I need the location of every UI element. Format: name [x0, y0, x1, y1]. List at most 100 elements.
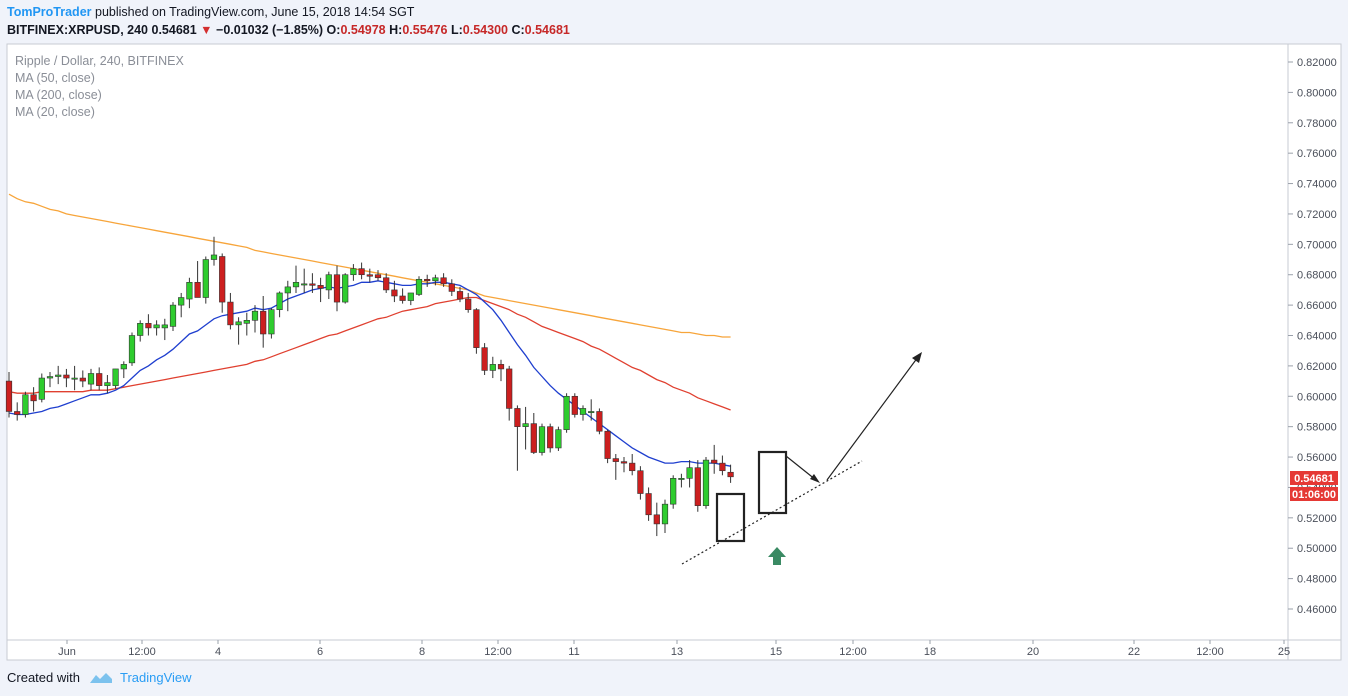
pullback-arrow-line[interactable] [785, 455, 817, 481]
candle [301, 268, 308, 293]
candle-body-down [79, 377, 86, 382]
candle [227, 292, 234, 330]
candle [309, 273, 316, 293]
countdown-label: 01:06:00 [1292, 489, 1336, 501]
candle [137, 320, 144, 342]
created-with-text: Created with [7, 670, 80, 685]
candle-body-up [415, 278, 423, 295]
candle [440, 273, 447, 287]
candle [153, 320, 160, 336]
candle-body-up [169, 304, 177, 327]
candle-body-up [284, 286, 291, 294]
close-value: 0.54681 [524, 23, 570, 37]
candle-body-up [243, 320, 250, 324]
time-tick-label: 15 [770, 646, 782, 658]
high-label: H: [389, 23, 403, 37]
candle [399, 288, 406, 304]
close-label: C: [511, 23, 525, 37]
candle [678, 473, 685, 488]
legend-ma50[interactable]: MA (50, close) [15, 71, 95, 85]
candle-body-up [55, 374, 62, 377]
last-price-label-bg [1290, 471, 1338, 485]
up-arrow-icon[interactable] [768, 547, 786, 565]
candle-body-down [424, 278, 431, 282]
candle [596, 408, 603, 435]
candle [629, 454, 636, 476]
candle [514, 405, 521, 471]
candle-body-up [22, 394, 29, 415]
support-trendline[interactable] [681, 460, 863, 565]
candle [473, 308, 480, 354]
candle [465, 292, 472, 313]
low-label: L: [450, 23, 463, 37]
high-value: 0.55476 [402, 23, 448, 37]
time-tick-label: 11 [568, 646, 579, 658]
candle-body-up [407, 292, 414, 301]
candle [645, 487, 652, 521]
published-text: published on TradingView.com, June 15, 2… [95, 5, 415, 19]
legend-ma20[interactable]: MA (20, close) [15, 105, 95, 119]
candle [46, 371, 54, 388]
candle [243, 312, 250, 336]
drawings[interactable] [681, 352, 922, 565]
candle [112, 368, 119, 389]
candle [350, 264, 357, 281]
price-tick-label: 0.76000 [1297, 148, 1337, 160]
time-tick-label: 4 [215, 646, 221, 658]
candle [5, 371, 13, 418]
time-tick-label: 6 [317, 646, 323, 658]
candle [186, 277, 193, 309]
candle-body-up [538, 426, 546, 453]
tradingview-brand-link[interactable]: TradingView [119, 670, 192, 685]
tradingview-logo-icon[interactable] [88, 671, 114, 685]
price-tick-label: 0.60000 [1297, 391, 1337, 403]
author-link[interactable]: TomProTrader [7, 5, 92, 19]
candle-body-up [87, 373, 95, 385]
candle [481, 343, 488, 376]
price-tick-label: 0.50000 [1297, 543, 1337, 555]
candle [719, 455, 726, 476]
target-arrow-line[interactable] [826, 356, 919, 481]
price-tick-label: 0.62000 [1297, 361, 1337, 373]
price-axis[interactable]: 0.82000 0.80000 0.78000 0.76000 0.74000 0.720… [1288, 57, 1337, 616]
candle-body-up [661, 503, 669, 525]
candle-body-up [325, 274, 332, 291]
candle [670, 475, 677, 509]
candle-body-down [547, 426, 554, 449]
candle-body-down [309, 283, 316, 286]
candle-body-down [571, 395, 578, 415]
candle-body-up [251, 310, 259, 321]
pattern-box-right[interactable] [757, 450, 788, 515]
candle-body-up [210, 254, 218, 260]
candle [686, 460, 693, 488]
legend-ma200[interactable]: MA (200, close) [15, 88, 102, 102]
low-value: 0.54300 [462, 23, 508, 37]
candle [22, 391, 29, 418]
time-axis[interactable]: Jun 12:00 4 6 8 12:00 11 13 15 12:00 18 20 22 12:00 25 [58, 640, 1290, 658]
candle-body-down [604, 430, 611, 459]
candle [79, 370, 86, 388]
candle-body-down [5, 380, 13, 412]
candle-body-down [711, 459, 718, 464]
price-tick-label: 0.78000 [1297, 118, 1337, 130]
candle [219, 253, 226, 313]
candlesticks [5, 236, 734, 537]
price-tick-label: 0.74000 [1297, 179, 1337, 191]
candle-body-up [38, 377, 45, 400]
candle-body-down [506, 368, 513, 409]
candle-body-up [292, 282, 300, 288]
candle-body-down [596, 411, 603, 432]
candle [333, 265, 341, 312]
candle [30, 387, 37, 412]
candle-body-down [366, 274, 373, 277]
candle [637, 466, 644, 500]
pattern-box-left[interactable] [715, 492, 746, 543]
candle [71, 365, 78, 391]
publish-info: TomProTrader published on TradingView.co… [7, 4, 414, 20]
candle-body-up [588, 411, 595, 413]
candle [432, 274, 439, 286]
time-tick-label: 18 [924, 646, 936, 658]
candle-body-up [432, 277, 439, 282]
price-tick-label: 0.82000 [1297, 57, 1337, 69]
